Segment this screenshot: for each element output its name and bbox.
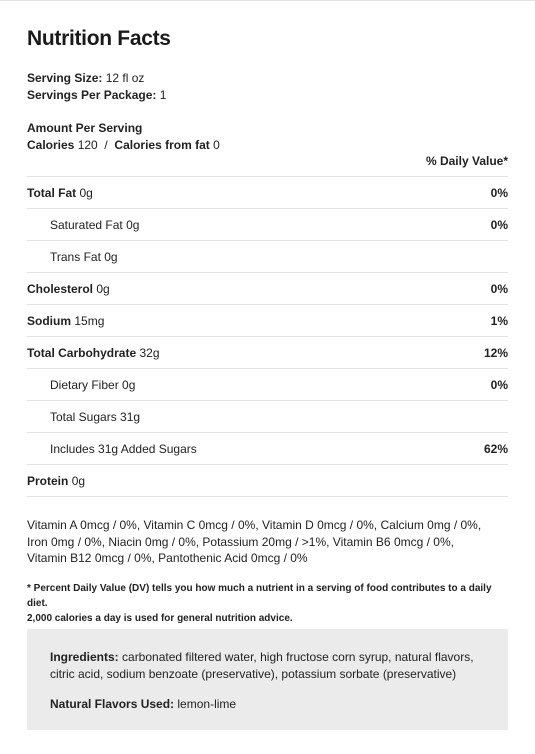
nutrient-amount: 0g <box>122 377 136 392</box>
amount-per-serving-header: Amount Per Serving <box>27 121 143 135</box>
nutrient-percent: 12% <box>483 345 508 360</box>
calories-from-fat-label: Calories from fat <box>114 138 210 152</box>
ingredients-text: Ingredients: carbonated filtered water, … <box>50 649 486 683</box>
nutrient-percent: 1% <box>490 313 508 328</box>
nutrient-amount: 31g <box>120 409 141 424</box>
nutrient-amount: 32g <box>139 345 160 360</box>
natural-flavors: Natural Flavors Used: lemon-lime <box>50 697 486 711</box>
daily-value-footnote: * Percent Daily Value (DV) tells you how… <box>27 581 512 626</box>
natural-flavors-label: Natural Flavors Used: <box>50 697 175 711</box>
servings-per-package-value: 1 <box>159 88 167 102</box>
nutrient-amount: 0g <box>104 249 118 264</box>
calories-line: Calories 120 / Calories from fat 0 <box>27 138 220 152</box>
nutrient-amount: 0g <box>79 185 93 200</box>
servings-per-package: Servings Per Package: 1 <box>27 88 166 102</box>
nutrient-amount: 0g <box>71 473 86 488</box>
nutrient-label: Includes 31g Added Sugars <box>50 441 197 456</box>
vitamins-line: Iron 0mg / 0%, Niacin 0mg / 0%, Potassiu… <box>27 534 454 549</box>
vitamins-minerals: Vitamin A 0mcg / 0%, Vitamin C 0mcg / 0%… <box>27 517 512 567</box>
nutrient-row-dietary-fiber: Dietary Fiber 0g 0% <box>27 368 508 400</box>
servings-per-package-label: Servings Per Package: <box>27 88 157 102</box>
nutrient-label: Total Fat <box>27 185 77 200</box>
nutrient-percent: 0% <box>490 185 508 200</box>
nutrient-label: Protein <box>27 473 69 488</box>
nutrient-row-trans-fat: Trans Fat 0g <box>27 240 508 272</box>
calories-separator: / <box>104 138 108 152</box>
nutrient-percent: 0% <box>490 281 508 296</box>
footnote-line: 2,000 calories a day is used for general… <box>27 613 293 624</box>
nutrient-row-cholesterol: Cholesterol 0g 0% <box>27 272 508 304</box>
nutrient-table: Total Fat 0g 0% Saturated Fat 0g 0% Tran… <box>27 176 508 497</box>
nutrient-row-total-carbohydrate: Total Carbohydrate 32g 12% <box>27 336 508 368</box>
nutrient-label: Cholesterol <box>27 281 94 296</box>
nutrient-row-protein: Protein 0g <box>27 464 508 497</box>
nutrient-label: Total Carbohydrate <box>27 345 137 360</box>
nutrient-row-sodium: Sodium 15mg 1% <box>27 304 508 336</box>
nutrient-percent: 0% <box>490 377 508 392</box>
nutrient-row-total-fat: Total Fat 0g 0% <box>27 176 508 208</box>
nutrient-label: Saturated Fat <box>50 217 123 232</box>
page-title: Nutrition Facts <box>27 27 171 50</box>
nutrient-amount: 0g <box>96 281 110 296</box>
nutrient-percent: 62% <box>483 441 508 456</box>
calories-from-fat-value: 0 <box>213 138 220 152</box>
ingredients-panel: Ingredients: carbonated filtered water, … <box>27 629 508 730</box>
nutrient-label: Total Sugars <box>50 409 117 424</box>
serving-size-value: 12 fl oz <box>105 71 145 85</box>
ingredients-line: carbonated filtered water, high fructose… <box>122 650 474 664</box>
ingredients-line: citric acid, sodium benzoate (preservati… <box>50 667 457 681</box>
nutrient-row-total-sugars: Total Sugars 31g <box>27 400 508 432</box>
nutrient-label: Dietary Fiber <box>50 377 119 392</box>
nutrient-amount: 15mg <box>74 313 105 328</box>
daily-value-header: % Daily Value* <box>425 154 508 168</box>
top-divider <box>0 0 535 1</box>
calories-label: Calories <box>27 138 75 152</box>
nutrient-label: Trans Fat <box>50 249 101 264</box>
vitamins-line: Vitamin A 0mcg / 0%, Vitamin C 0mcg / 0%… <box>27 518 482 532</box>
calories-value: 120 <box>77 138 98 152</box>
nutrient-percent: 0% <box>490 217 508 232</box>
nutrient-label: Sodium <box>27 313 71 328</box>
natural-flavors-value: lemon-lime <box>177 697 237 711</box>
footnote-line: * Percent Daily Value (DV) tells you how… <box>27 583 492 609</box>
nutrient-row-added-sugars: Includes 31g Added Sugars 62% <box>27 432 508 464</box>
vitamins-line: Vitamin B12 0mcg / 0%, Pantothenic Acid … <box>27 551 308 565</box>
serving-size: Serving Size: 12 fl oz <box>27 71 144 85</box>
ingredients-label: Ingredients: <box>50 650 119 664</box>
nutrient-amount: 0g <box>126 217 140 232</box>
serving-size-label: Serving Size: <box>27 71 103 85</box>
nutrient-row-saturated-fat: Saturated Fat 0g 0% <box>27 208 508 240</box>
